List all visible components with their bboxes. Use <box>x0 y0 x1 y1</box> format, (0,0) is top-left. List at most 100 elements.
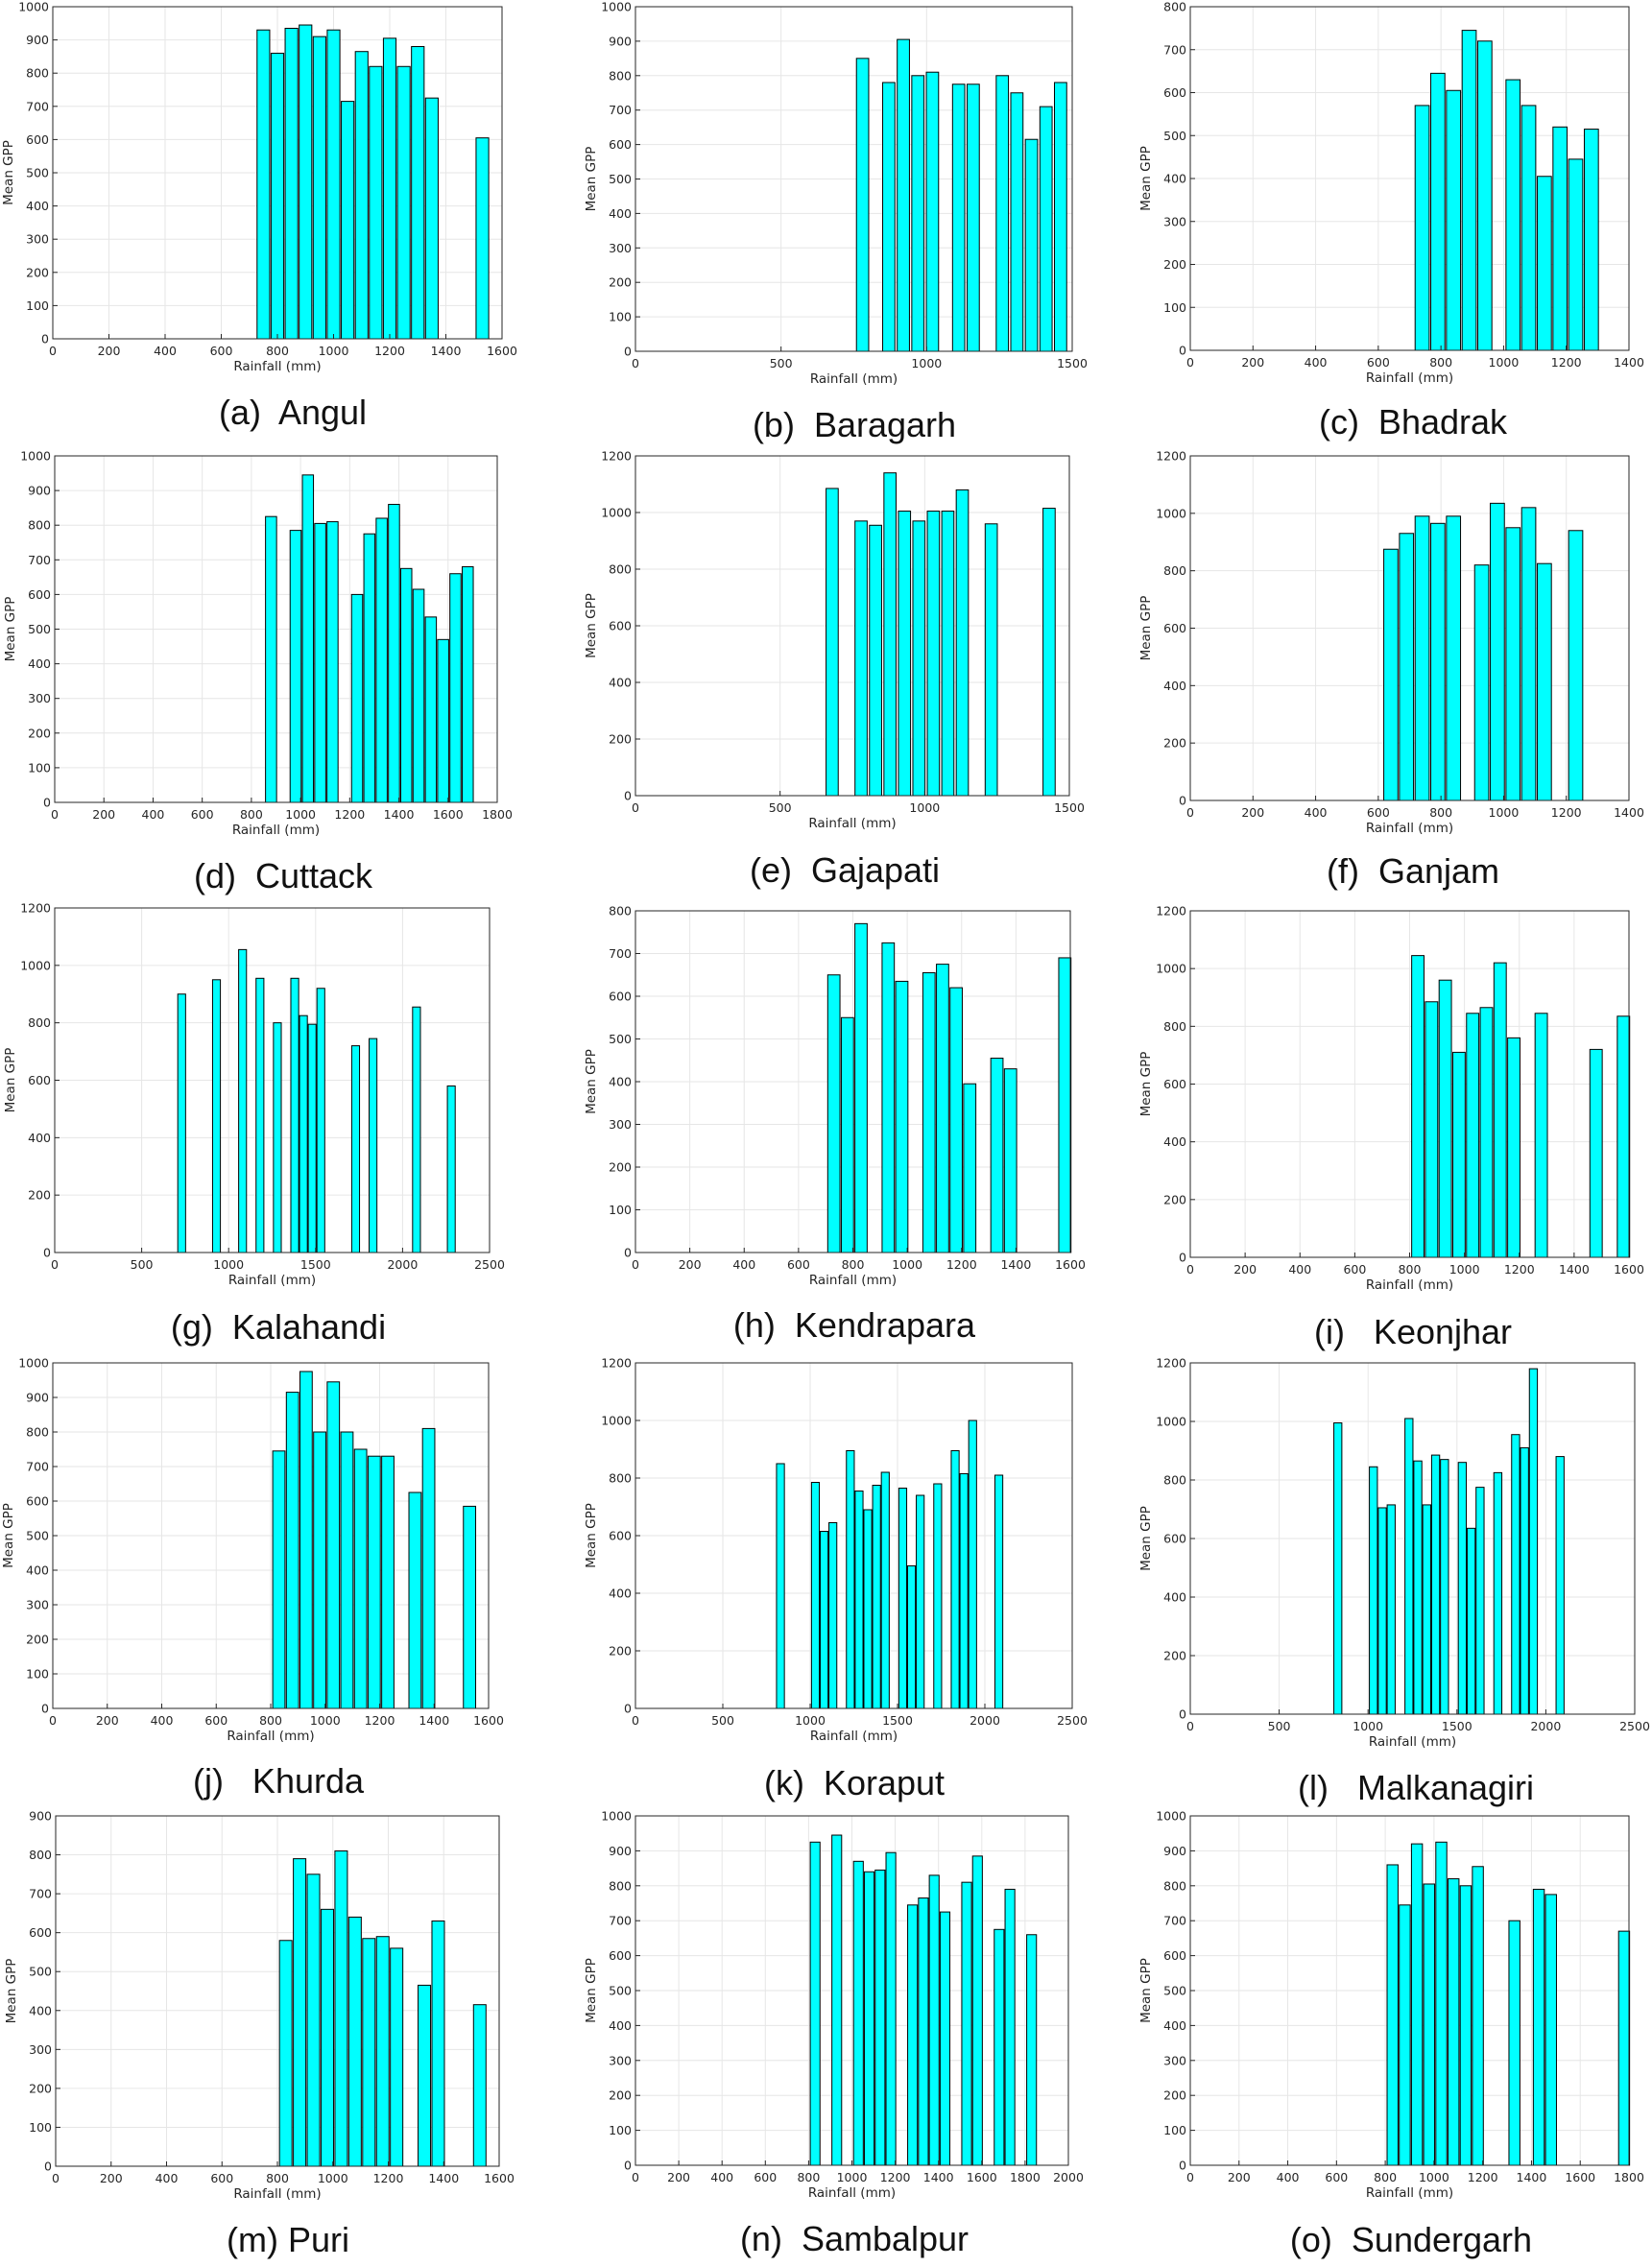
bar <box>1451 1051 1466 1258</box>
bar <box>362 1938 376 2167</box>
panel-caption: (o) Sundergarh <box>1290 2220 1532 2259</box>
chart-panel-bhadrak: 0 200 400 600 800 1000 1200 1400 0 100 200 300 400 50… <box>1138 0 1644 441</box>
x-tick-label: 1400 <box>1559 1262 1590 1277</box>
x-tick-label: 400 <box>1288 1262 1311 1277</box>
x-tick-label: 1400 <box>923 2170 954 2184</box>
y-tick-label: 500 <box>26 1529 49 1543</box>
y-tick-label: 200 <box>609 1160 632 1175</box>
x-tick-label: 1600 <box>433 807 464 822</box>
bar <box>1447 1878 1460 2166</box>
bar <box>1440 1459 1449 1715</box>
bar <box>472 2004 487 2167</box>
y-tick-label: 800 <box>609 1471 632 1486</box>
y-tick-label: 1000 <box>20 449 51 464</box>
y-tick-label: 500 <box>28 622 51 636</box>
bar <box>951 84 966 352</box>
bar <box>1475 1487 1485 1715</box>
bar <box>1532 1888 1545 2166</box>
bar <box>381 1455 395 1709</box>
x-tick-label: 1800 <box>1614 2170 1644 2184</box>
x-tick-label: 2000 <box>1530 1719 1561 1733</box>
x-axis-label: Rainfall (mm) <box>1369 1734 1456 1750</box>
y-tick-label: 200 <box>26 1633 49 1647</box>
x-tick-label: 0 <box>1186 2170 1194 2184</box>
bar <box>290 977 299 1253</box>
x-tick-label: 1200 <box>1504 1262 1535 1277</box>
y-axis-label: Mean GPP <box>1138 1958 1154 2023</box>
x-tick-label: 1000 <box>310 1713 341 1728</box>
bar <box>1476 40 1493 351</box>
y-tick-label: 500 <box>29 1965 52 1979</box>
x-tick-label: 0 <box>1186 355 1194 370</box>
bar <box>265 515 277 803</box>
bar <box>289 530 302 803</box>
x-tick-label: 2500 <box>1057 1713 1088 1728</box>
y-tick-label: 300 <box>1163 2053 1186 2067</box>
x-tick-label: 1200 <box>1551 805 1582 820</box>
y-tick-label: 200 <box>26 265 49 279</box>
bar <box>880 1471 890 1709</box>
bar <box>776 1463 785 1709</box>
bar <box>959 1473 969 1709</box>
y-axis-label: Mean GPP <box>584 147 599 212</box>
y-tick-label: 800 <box>26 66 49 81</box>
y-tick-label: 200 <box>1163 2088 1186 2103</box>
y-tick-label: 900 <box>1163 1844 1186 1858</box>
chart-panel-ganjam: 0 200 400 600 800 1000 1200 1400 0 200 400 600 800 10… <box>1138 449 1644 892</box>
bar <box>390 1947 404 2167</box>
bar <box>293 1858 307 2167</box>
x-tick-label: 800 <box>1429 805 1452 820</box>
bar <box>363 533 376 803</box>
bar <box>211 979 222 1253</box>
bar <box>1508 1920 1520 2166</box>
bar <box>1505 527 1521 801</box>
y-tick-label: 300 <box>609 241 632 255</box>
y-tick-label: 500 <box>1163 1984 1186 1998</box>
y-tick-label: 800 <box>1163 563 1186 578</box>
panel-caption: (c) Bhadrak <box>1319 402 1508 441</box>
bar <box>819 1531 829 1709</box>
x-tick-label: 400 <box>151 1713 174 1728</box>
x-axis-label: Rainfall (mm) <box>1366 370 1453 386</box>
y-axis-label: Mean GPP <box>1 1503 16 1568</box>
y-tick-label: 400 <box>26 1563 49 1578</box>
x-axis-label: Rainfall (mm) <box>1366 2185 1453 2201</box>
x-tick-label: 0 <box>632 1257 639 1272</box>
y-tick-label: 1200 <box>1156 449 1186 464</box>
bar <box>1544 1894 1557 2166</box>
bar <box>369 65 383 340</box>
bar <box>256 29 271 340</box>
chart-panel-koraput: 0 500 1000 1500 2000 2500 0 200 400 600 800 1000 120… <box>584 1356 1088 1803</box>
x-tick-label: 800 <box>797 2170 820 2184</box>
bar <box>1520 507 1537 801</box>
y-tick-label: 100 <box>29 2120 52 2135</box>
bar <box>898 511 912 797</box>
bar <box>1472 1866 1484 2166</box>
bar <box>316 988 325 1253</box>
x-tick-label: 800 <box>259 1713 282 1728</box>
bar <box>301 474 315 803</box>
x-tick-label: 800 <box>1374 2170 1397 2184</box>
bar <box>1039 106 1053 352</box>
bar <box>285 1392 299 1709</box>
chart-panel-malkanagiri: 0 500 1000 1500 2000 2500 0 200 400 600 800 1000 120… <box>1138 1356 1650 1808</box>
bar <box>299 1371 313 1709</box>
y-tick-label: 100 <box>26 298 49 313</box>
bar <box>854 520 868 797</box>
y-tick-label: 400 <box>26 199 49 213</box>
y-tick-label: 800 <box>609 1878 632 1893</box>
x-tick-label: 1000 <box>892 1257 922 1272</box>
x-axis-label: Rainfall (mm) <box>233 2186 321 2202</box>
panel-caption: (b) Baragarh <box>753 405 956 444</box>
y-tick-label: 800 <box>609 904 632 919</box>
y-tick-label: 800 <box>1163 1473 1186 1488</box>
bar <box>1446 89 1462 351</box>
y-tick-label: 600 <box>609 619 632 633</box>
y-tick-label: 0 <box>624 789 632 803</box>
bar <box>984 523 998 797</box>
y-tick-label: 500 <box>1163 129 1186 143</box>
x-tick-label: 1600 <box>487 344 517 358</box>
x-tick-label: 400 <box>1305 355 1328 370</box>
x-axis-label: Rainfall (mm) <box>232 823 320 838</box>
bar <box>810 1482 821 1709</box>
